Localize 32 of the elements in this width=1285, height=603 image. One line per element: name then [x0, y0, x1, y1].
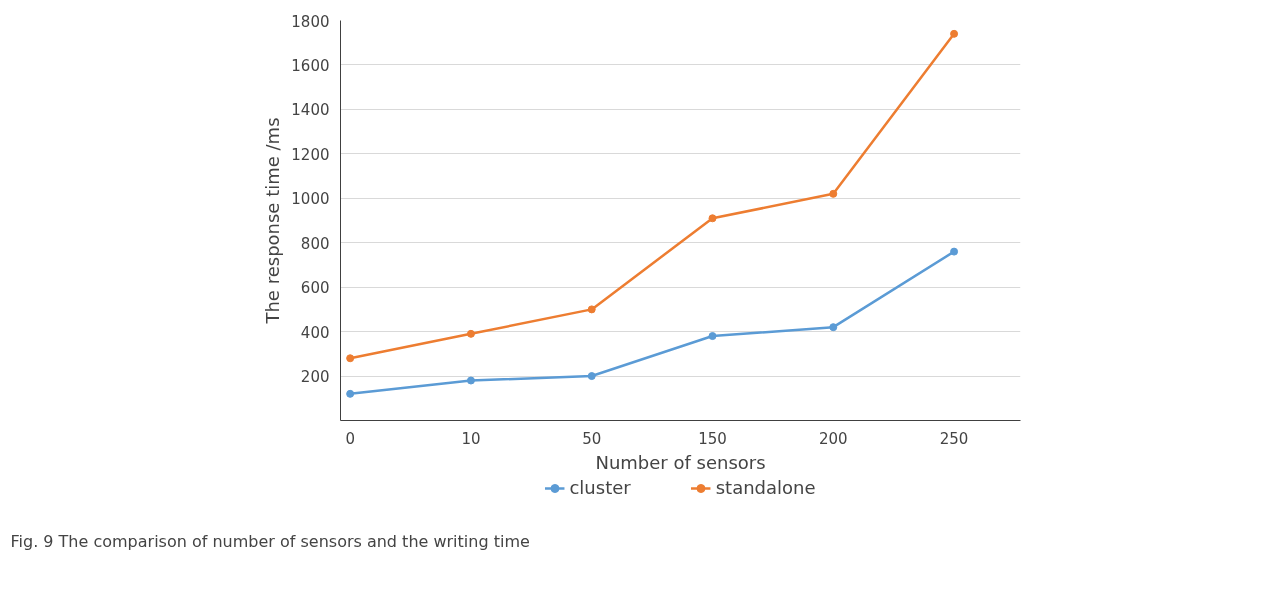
x-tick-label: 0 — [345, 429, 355, 448]
point — [829, 189, 838, 198]
point — [950, 247, 959, 256]
y-tick-label: 200 — [300, 368, 330, 387]
caption: Fig. 9 The comparison of number of sensors and the writing time — [10, 531, 530, 551]
x-tick-label: 50 — [582, 429, 602, 448]
x-tick-label: 250 — [939, 429, 969, 448]
y-tick-label: 1600 — [291, 56, 330, 75]
y-tick-label: 400 — [300, 323, 330, 342]
y-axis-title: The response time /ms — [262, 117, 284, 325]
legend-label: standalone — [715, 477, 816, 498]
point — [466, 376, 475, 385]
y-tick-label: 1000 — [291, 190, 330, 209]
y-tick-label: 1400 — [291, 101, 330, 120]
y-tick-label: 800 — [300, 234, 330, 253]
point — [587, 372, 596, 381]
point — [708, 332, 717, 341]
y-tick-label: 1200 — [291, 145, 330, 164]
legend-label: cluster — [569, 477, 631, 498]
point — [346, 354, 355, 363]
x-tick-label: 10 — [461, 429, 481, 448]
y-tick-label: 600 — [300, 279, 330, 298]
point — [829, 323, 838, 332]
y-tick-label: 1800 — [291, 12, 330, 31]
point — [708, 214, 717, 223]
x-tick-label: 150 — [698, 429, 727, 448]
point — [587, 305, 596, 314]
point — [950, 29, 959, 38]
point — [466, 329, 475, 338]
x-tick-label: 200 — [818, 429, 848, 448]
x-axis-title: Number of sensors — [595, 451, 766, 473]
point — [346, 389, 355, 398]
